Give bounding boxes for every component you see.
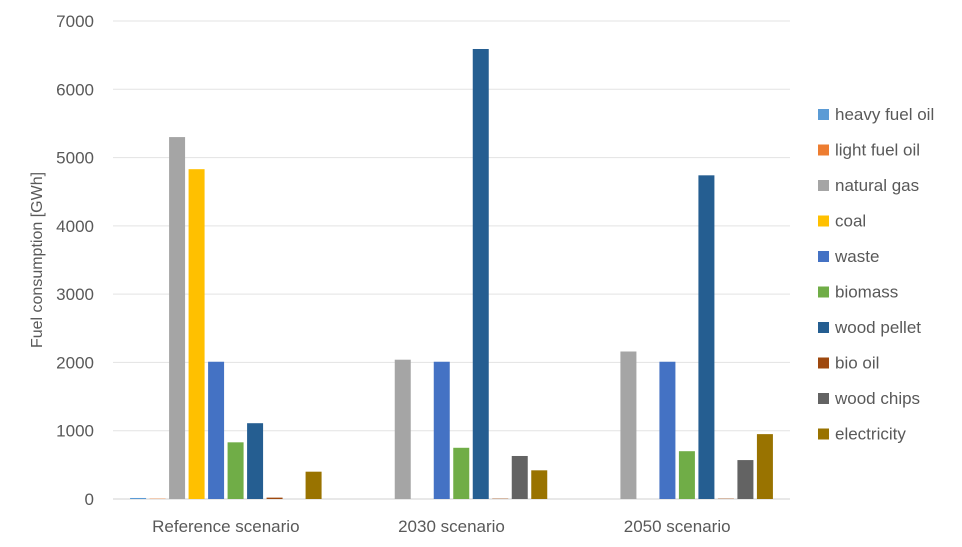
x-category-label: 2030 scenario [398, 517, 505, 536]
bar-bio-oil-0 [266, 497, 283, 499]
legend-swatch [818, 109, 829, 120]
legend-swatch [818, 286, 829, 298]
legend-label: light fuel oil [835, 141, 920, 160]
legend-label: wood chips [834, 389, 920, 408]
y-tick-label: 7000 [56, 12, 94, 31]
y-tick-label: 1000 [56, 422, 94, 441]
legend-swatch [818, 215, 829, 227]
bar-biomass-1 [453, 447, 470, 499]
y-tick-label: 2000 [56, 353, 94, 372]
bar-biomass-0 [227, 442, 244, 499]
legend-swatch [818, 180, 829, 191]
legend-label: heavy fuel oil [835, 105, 934, 124]
bars [130, 48, 773, 500]
legend-swatch [818, 357, 829, 369]
bar-wood-chips-2 [737, 460, 754, 499]
y-tick-label: 6000 [56, 80, 94, 99]
bar-electricity-1 [531, 470, 548, 499]
bar-natural-gas-2 [620, 351, 637, 499]
legend-label: bio oil [835, 354, 879, 373]
legend-swatch [818, 393, 829, 404]
legend-label: biomass [835, 283, 898, 302]
legend-label: electricity [835, 425, 906, 444]
legend: heavy fuel oil light fuel oil natural gas c… [818, 105, 934, 444]
bar-wood-pellet-2 [698, 175, 715, 499]
x-category-label: 2050 scenario [624, 517, 731, 536]
legend-swatch [818, 251, 829, 262]
bar-coal-0 [188, 169, 205, 499]
bar-natural-gas-1 [394, 359, 411, 499]
y-tick-label: 4000 [56, 217, 94, 236]
legend-swatch [818, 428, 829, 440]
y-tick-label: 5000 [56, 149, 94, 168]
y-tick-label: 3000 [56, 285, 94, 304]
legend-swatch [818, 144, 829, 156]
x-axis-categories: Reference scenario 2030 scenario 2050 scen… [152, 517, 730, 536]
bar-wood-chips-1 [511, 455, 528, 499]
legend-label: wood pellet [834, 318, 921, 337]
legend-label: natural gas [835, 176, 919, 195]
bar-wood-pellet-1 [472, 48, 489, 500]
bar-electricity-2 [756, 434, 773, 499]
bar-electricity-0 [305, 471, 322, 499]
bar-waste-2 [659, 361, 676, 499]
bar-biomass-2 [678, 451, 695, 499]
bar-natural-gas-0 [169, 137, 186, 500]
legend-swatch [818, 322, 829, 333]
bar-waste-1 [433, 361, 450, 499]
bar-wood-pellet-0 [247, 423, 264, 499]
bar-heavy-fuel-oil-0 [130, 497, 147, 499]
bar-waste-0 [208, 361, 225, 499]
x-category-label: Reference scenario [152, 517, 299, 536]
gridlines [113, 20, 790, 500]
y-tick-label: 0 [85, 490, 94, 509]
legend-label: coal [835, 212, 866, 231]
y-axis-title: Fuel consumption [GWh] [29, 172, 46, 348]
legend-label: waste [834, 247, 879, 266]
y-axis-ticks: 0 1000 2000 3000 4000 5000 6000 7000 [56, 12, 94, 509]
